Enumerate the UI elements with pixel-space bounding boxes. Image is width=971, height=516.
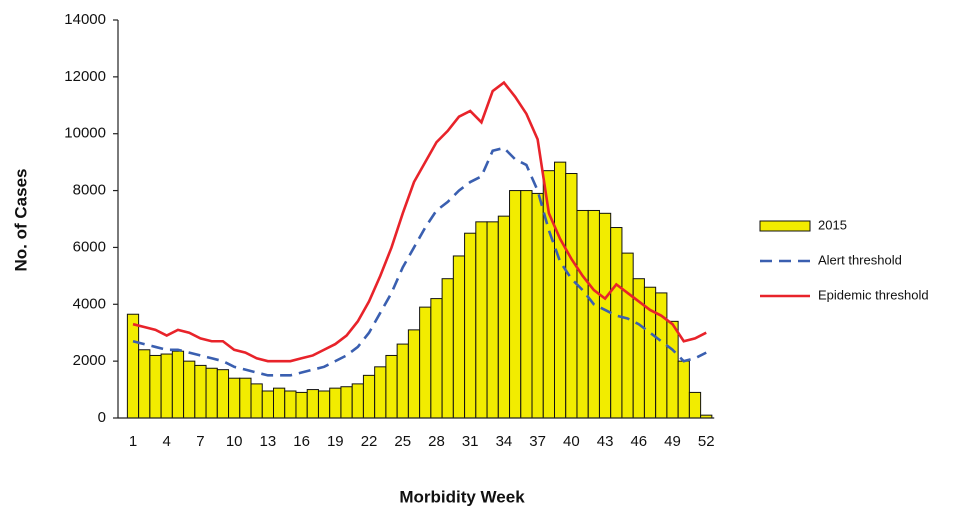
bar [385,354,398,419]
y-tick-label: 12000 [64,68,106,85]
bar [464,232,477,419]
bar [306,389,319,419]
bar [576,209,589,419]
bar [475,221,488,419]
legend-label: 2015 [818,217,847,232]
bar [497,215,511,419]
bar [587,209,600,419]
bar [351,383,364,419]
bar [486,221,499,419]
x-tick-label: 22 [361,433,378,450]
bar [183,360,196,419]
y-tick-label: 8000 [73,182,106,199]
x-tick-label: 37 [529,433,546,450]
x-tick-label: 19 [327,433,344,450]
bar [598,212,612,419]
bar [531,192,544,419]
bar [228,377,241,419]
bar [138,349,151,419]
bar [216,369,230,419]
bar [688,391,702,419]
bar [239,377,252,419]
x-tick-label: 7 [196,433,204,450]
x-tick-label: 13 [260,433,277,450]
x-tick-label: 49 [664,433,681,450]
x-tick-label: 31 [462,433,479,450]
x-tick-label: 4 [163,433,171,450]
bar [677,360,690,419]
bar [362,374,376,419]
y-tick-label: 10000 [64,125,106,142]
bar [565,173,578,419]
bar [340,386,353,419]
x-tick-label: 1 [129,433,137,450]
bar [407,329,421,419]
bar [430,298,443,419]
bar [452,255,466,419]
bar [441,278,454,419]
bar [520,190,533,419]
y-tick-label: 14000 [64,11,106,28]
y-tick-label: 4000 [73,295,106,312]
bar [554,161,567,419]
x-tick-label: 16 [293,433,310,450]
line [132,80,707,363]
bar [295,391,308,419]
x-tick-label: 46 [630,433,647,450]
x-tick-label: 10 [226,433,243,450]
bar [419,306,432,419]
bar [194,364,207,419]
bar [149,354,162,419]
bar [396,343,409,419]
legend-label: Alert threshold [818,252,902,267]
bar [509,190,522,419]
x-tick-label: 34 [496,433,513,450]
x-tick-label: 25 [394,433,411,450]
bar [666,320,679,419]
line [132,146,707,377]
legend-swatch [759,220,811,232]
bar [261,390,275,419]
bar [329,387,342,419]
bar [273,387,286,419]
bar [317,390,331,419]
bar [374,366,387,419]
x-tick-label: 28 [428,433,445,450]
bar [250,383,263,419]
bar [284,390,297,419]
bar [126,313,140,419]
x-axis-label: Morbidity Week [399,487,525,506]
bar [171,350,185,419]
bar [160,353,173,419]
y-tick-label: 6000 [73,238,106,255]
x-tick-label: 52 [698,433,715,450]
bar [621,252,634,419]
y-axis-label: No. of Cases [11,169,30,272]
bar [610,227,623,419]
y-tick-label: 0 [98,409,106,426]
bar [205,367,218,419]
legend-label: Epidemic threshold [818,287,929,302]
x-tick-label: 43 [597,433,614,450]
bar [655,292,668,419]
x-tick-label: 40 [563,433,580,450]
y-tick-label: 2000 [73,352,106,369]
